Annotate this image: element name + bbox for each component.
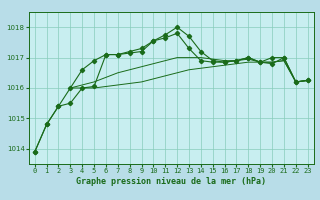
X-axis label: Graphe pression niveau de la mer (hPa): Graphe pression niveau de la mer (hPa) <box>76 177 266 186</box>
